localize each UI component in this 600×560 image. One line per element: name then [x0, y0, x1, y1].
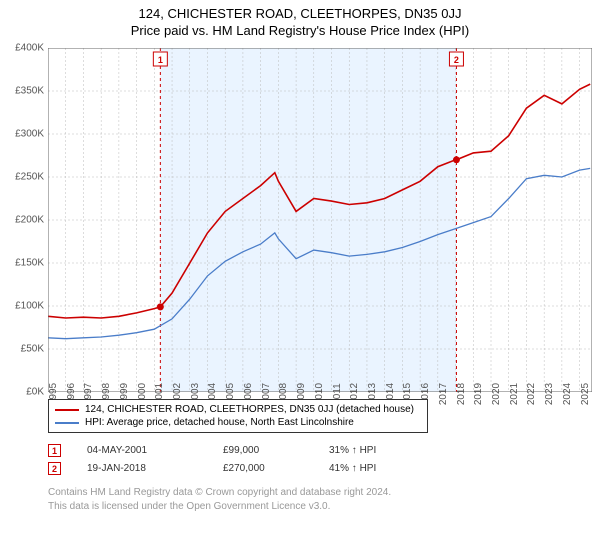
x-axis-tick-label: 2023	[544, 383, 555, 405]
y-axis-tick-label: £50K	[21, 344, 44, 355]
footer-line: Contains HM Land Registry data © Crown c…	[48, 486, 391, 500]
sale-row: 2 19-JAN-2018 £270,000 41% ↑ HPI	[48, 462, 419, 475]
y-axis-tick-label: £400K	[15, 43, 44, 54]
x-axis-tick-label: 2025	[580, 383, 591, 405]
line-chart-svg: 12	[48, 48, 592, 392]
sale-row: 1 04-MAY-2001 £99,000 31% ↑ HPI	[48, 444, 419, 457]
svg-text:1: 1	[158, 55, 163, 65]
sale-hpi-delta: 41% ↑ HPI	[329, 463, 419, 474]
sales-table: 1 04-MAY-2001 £99,000 31% ↑ HPI 2 19-JAN…	[48, 444, 419, 480]
chart-area: 12 £0K£50K£100K£150K£200K£250K£300K£350K…	[48, 48, 592, 392]
legend-item: HPI: Average price, detached house, Nort…	[55, 416, 421, 429]
legend-box: 124, CHICHESTER ROAD, CLEETHORPES, DN35 …	[48, 399, 428, 433]
sale-marker-box: 2	[48, 462, 61, 475]
x-axis-tick-label: 2021	[509, 383, 520, 405]
sale-date: 19-JAN-2018	[87, 463, 197, 474]
legend-label: HPI: Average price, detached house, Nort…	[85, 417, 354, 428]
y-axis-tick-label: £300K	[15, 129, 44, 140]
chart-subtitle: Price paid vs. HM Land Registry's House …	[0, 21, 600, 44]
x-axis-tick-label: 2019	[473, 383, 484, 405]
svg-text:2: 2	[454, 55, 459, 65]
sale-price: £99,000	[223, 445, 303, 456]
footer-attribution: Contains HM Land Registry data © Crown c…	[48, 486, 391, 513]
x-axis-tick-label: 2022	[526, 383, 537, 405]
y-axis-tick-label: £350K	[15, 86, 44, 97]
x-axis-tick-label: 2018	[456, 383, 467, 405]
legend-label: 124, CHICHESTER ROAD, CLEETHORPES, DN35 …	[85, 404, 414, 415]
legend-item: 124, CHICHESTER ROAD, CLEETHORPES, DN35 …	[55, 403, 421, 416]
sale-marker-box: 1	[48, 444, 61, 457]
y-axis-tick-label: £100K	[15, 301, 44, 312]
y-axis-tick-label: £200K	[15, 215, 44, 226]
chart-title: 124, CHICHESTER ROAD, CLEETHORPES, DN35 …	[0, 0, 600, 21]
x-axis-tick-label: 2024	[562, 383, 573, 405]
sale-date: 04-MAY-2001	[87, 445, 197, 456]
sale-price: £270,000	[223, 463, 303, 474]
y-axis-tick-label: £0K	[26, 387, 44, 398]
legend-swatch	[55, 409, 79, 411]
sale-hpi-delta: 31% ↑ HPI	[329, 445, 419, 456]
legend-swatch	[55, 422, 79, 424]
x-axis-tick-label: 2017	[438, 383, 449, 405]
y-axis-tick-label: £250K	[15, 172, 44, 183]
x-axis-tick-label: 2020	[491, 383, 502, 405]
footer-line: This data is licensed under the Open Gov…	[48, 500, 391, 514]
y-axis-tick-label: £150K	[15, 258, 44, 269]
